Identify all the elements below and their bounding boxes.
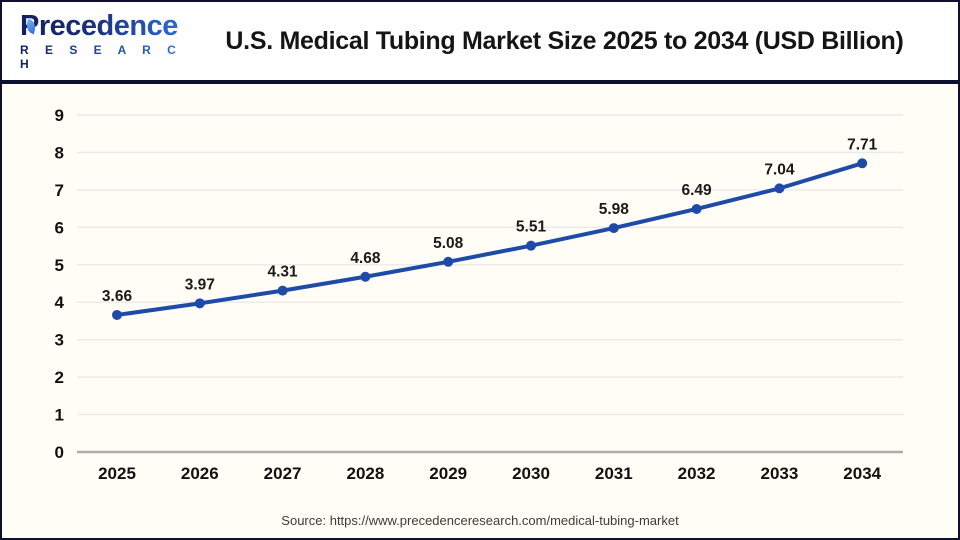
x-tick-label: 2027 [264, 464, 302, 483]
x-tick-label: 2033 [760, 464, 798, 483]
x-tick-label: 2032 [678, 464, 716, 483]
value-label: 4.68 [350, 250, 381, 267]
precedence-research-logo: Precedence R E S E A R C H [2, 11, 187, 71]
data-point [194, 298, 205, 309]
y-tick-label: 4 [55, 293, 65, 312]
x-tick-label: 2030 [512, 464, 550, 483]
y-tick-label: 1 [55, 406, 64, 425]
data-point [691, 203, 702, 214]
data-point [443, 256, 454, 267]
x-tick-label: 2031 [595, 464, 633, 483]
x-tick-label: 2028 [346, 464, 384, 483]
x-tick-label: 2026 [181, 464, 219, 483]
page-title: U.S. Medical Tubing Market Size 2025 to … [225, 26, 904, 55]
value-label: 3.66 [102, 288, 133, 305]
chart-area: 0 1 2 3 4 5 6 7 8 9 2025 2026 2027 2028 2029 2030 2031 20… [2, 84, 958, 538]
value-label: 6.49 [682, 182, 713, 199]
y-tick-label: 2 [55, 368, 64, 387]
y-tick-label: 3 [55, 331, 64, 350]
trend-line [115, 161, 865, 317]
data-point [277, 285, 288, 296]
source-attribution: Source: https://www.precedenceresearch.c… [281, 513, 679, 528]
value-label: 5.51 [516, 219, 547, 236]
y-tick-label: 5 [55, 256, 64, 275]
logo-subtitle: R E S E A R C H [20, 43, 187, 71]
value-label: 5.98 [599, 201, 630, 218]
data-point [608, 223, 619, 234]
x-tick-label: 2034 [843, 464, 881, 483]
y-tick-label: 7 [55, 181, 64, 200]
value-label: 7.71 [847, 136, 878, 153]
y-tick-label: 6 [55, 218, 64, 237]
x-tick-label: 2029 [429, 464, 467, 483]
data-point [360, 271, 371, 282]
y-tick-label: 9 [55, 106, 64, 125]
data-point [112, 309, 122, 320]
x-tick-label: 2025 [98, 464, 136, 483]
value-label: 5.08 [433, 235, 464, 252]
y-tick-label: 0 [55, 443, 64, 462]
logo-wordmark: Precedence [20, 11, 187, 41]
y-tick-label: 8 [55, 143, 64, 162]
data-point [526, 240, 536, 251]
header-divider [2, 80, 958, 84]
value-label: 7.04 [764, 161, 795, 178]
data-point [774, 183, 785, 194]
value-label: 4.31 [268, 264, 299, 281]
header: Precedence R E S E A R C H U.S. Medical … [2, 2, 958, 80]
value-label: 3.97 [185, 276, 215, 293]
data-point [857, 158, 868, 169]
line-chart: 0 1 2 3 4 5 6 7 8 9 2025 2026 2027 2028 2029 2030 2031 20… [55, 106, 903, 483]
